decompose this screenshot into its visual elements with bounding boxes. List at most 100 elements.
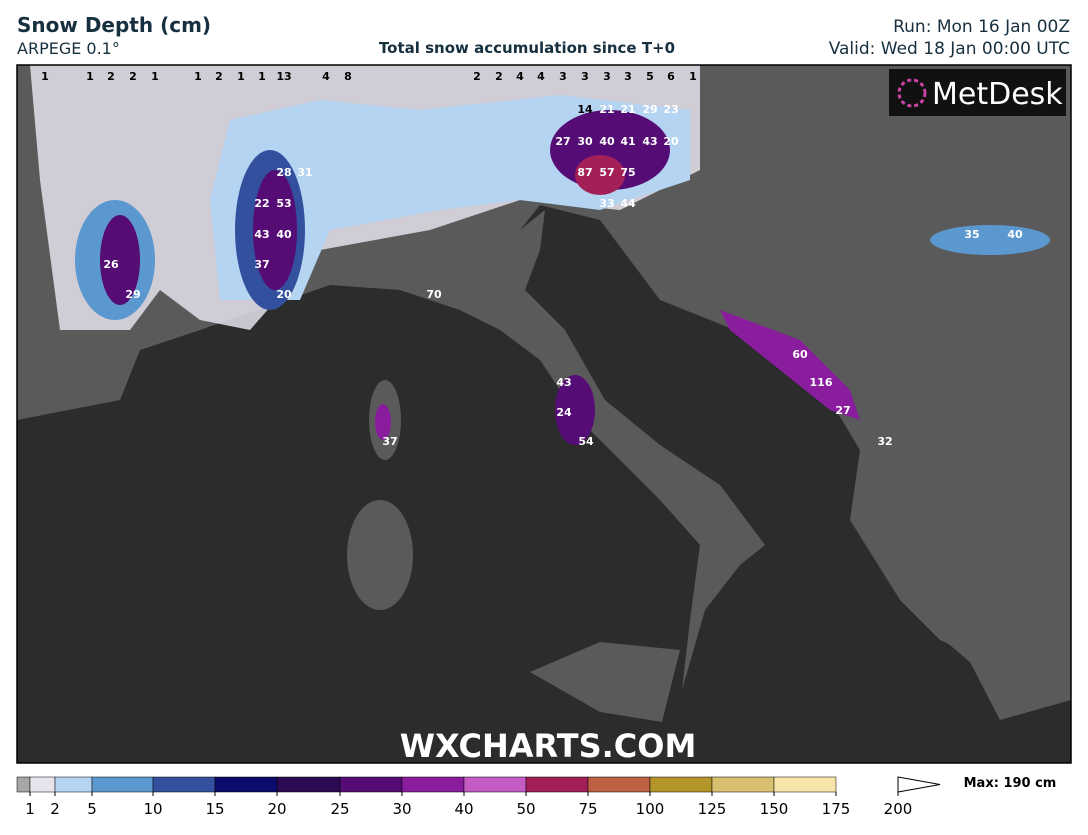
snow-label: 8 [344, 70, 352, 83]
snow-label: 3 [581, 70, 589, 83]
snow-label: 37 [254, 258, 269, 271]
snow-label: 4 [537, 70, 545, 83]
title: Snow Depth (cm) [17, 13, 211, 37]
snow-red [575, 155, 625, 195]
snow-label: 14 [577, 103, 593, 116]
snow-label: 3 [624, 70, 632, 83]
sicily [530, 642, 680, 722]
colorbar-segment [711, 776, 775, 793]
max-label: Max: 190 cm [964, 776, 1057, 791]
snow-label: 1 [86, 70, 94, 83]
colorbar-segment [214, 776, 278, 793]
snow-label: 60 [792, 348, 808, 361]
colorbar-tick-label: 20 [267, 800, 286, 818]
snow-label: 28 [276, 166, 291, 179]
snow-label: 3 [559, 70, 567, 83]
snow-label: 43 [556, 376, 571, 389]
snow-label: 5 [646, 70, 654, 83]
colorbar-tick-label: 150 [760, 800, 789, 818]
snow-label: 57 [599, 166, 614, 179]
snow-label: 2 [495, 70, 503, 83]
snow-label: 70 [426, 288, 442, 301]
snow-blue [930, 225, 1050, 255]
map-frame [16, 64, 1072, 764]
colorbar-tick-label: 15 [205, 800, 224, 818]
snow-label: 4 [322, 70, 330, 83]
snow-label: 43 [254, 228, 269, 241]
colorbar-segment [587, 776, 651, 793]
snow-label: 27 [555, 135, 570, 148]
snow-label: 2 [473, 70, 481, 83]
snow-label: 26 [103, 258, 119, 271]
snow-label: 2 [129, 70, 137, 83]
valid: Valid: Wed 18 Jan 00:00 UTC [829, 39, 1070, 59]
snow-label: 43 [642, 135, 657, 148]
snow-purple [375, 404, 391, 440]
sea [17, 205, 1071, 763]
snow-label: 116 [810, 376, 833, 389]
snow-label: 4 [516, 70, 524, 83]
snow-label: 1 [689, 70, 697, 83]
colorbar-arrow [897, 776, 941, 793]
colorbar-tick-label: 125 [698, 800, 727, 818]
snow-label: 41 [620, 135, 635, 148]
colorbar-segment [401, 776, 465, 793]
snow-label: 24 [556, 406, 572, 419]
snow-label: 29 [642, 103, 657, 116]
snow-label: 40 [1007, 228, 1023, 241]
snow-label: 3 [603, 70, 611, 83]
snow-label: 75 [620, 166, 635, 179]
colorbar-segment [339, 776, 403, 793]
snow-label: 2 [107, 70, 115, 83]
colorbar-segment [29, 776, 56, 793]
snow-label: 27 [835, 404, 850, 417]
snow-label: 37 [382, 435, 397, 448]
colorbar-tick-label: 2 [50, 800, 60, 818]
snow-label: 20 [276, 288, 292, 301]
colorbar-segment [16, 776, 31, 793]
colorbar-segment [649, 776, 713, 793]
colorbar-segment [54, 776, 93, 793]
colorbar-tick-label: 175 [822, 800, 851, 818]
snow-label: 33 [599, 197, 614, 210]
snow-label: 40 [599, 135, 615, 148]
snow-label: 21 [620, 103, 635, 116]
colorbar-tick-label: 1 [25, 800, 35, 818]
colorbar-segment [463, 776, 527, 793]
snow-label: 1 [258, 70, 266, 83]
snow-label: 40 [276, 228, 292, 241]
colorbar-segment [276, 776, 341, 793]
snow-label: 44 [620, 197, 636, 210]
snow-purple [100, 215, 140, 305]
watermark: WXCHARTS.COM [400, 727, 697, 765]
snow-label: 1 [194, 70, 202, 83]
snow-label: 53 [276, 197, 291, 210]
colorbar-tick-label: 25 [330, 800, 349, 818]
snow-label: 23 [663, 103, 678, 116]
logo: MetDesk [932, 77, 1063, 112]
snow-label: 35 [964, 228, 979, 241]
snow-label: 54 [578, 435, 594, 448]
colorbar-tick-label: 50 [516, 800, 535, 818]
snow-label: 21 [599, 103, 614, 116]
snow-label: 30 [577, 135, 593, 148]
logo-icon [897, 78, 927, 108]
colorbar-segment [773, 776, 837, 793]
run: Run: Mon 16 Jan 00Z [893, 17, 1070, 37]
snow-purple [555, 375, 595, 445]
colorbar-tick-label: 5 [87, 800, 97, 818]
snow-purple [253, 170, 297, 290]
snow-label: 32 [877, 435, 892, 448]
snow-label: 22 [254, 197, 269, 210]
snow-label: 2 [215, 70, 223, 83]
logo-box [889, 69, 1066, 116]
snow-label: 20 [663, 135, 679, 148]
snow-label: 31 [297, 166, 312, 179]
subtitle: Total snow accumulation since T+0 [379, 39, 675, 57]
snow-label: 13 [276, 70, 291, 83]
snow-balkan [720, 310, 860, 420]
colorbar-tick-label: 75 [578, 800, 597, 818]
